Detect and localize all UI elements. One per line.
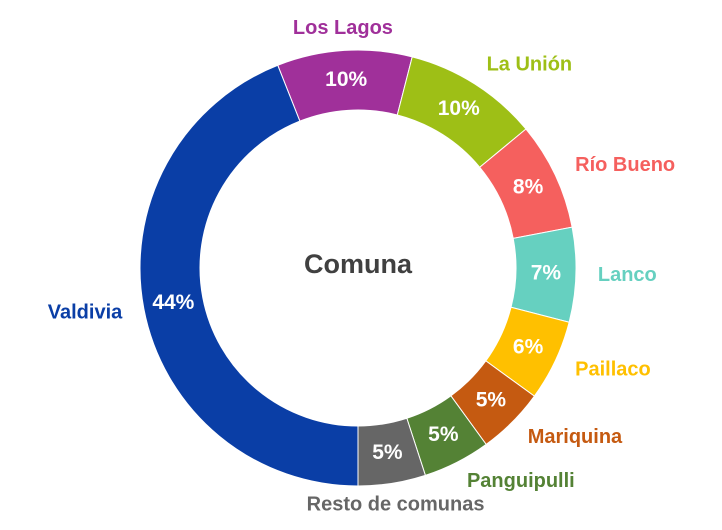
category-label: Lanco bbox=[598, 264, 657, 286]
value-label: 10% bbox=[438, 97, 480, 120]
value-label: 7% bbox=[531, 261, 562, 284]
value-label: 5% bbox=[476, 388, 507, 411]
value-label: 10% bbox=[325, 68, 367, 91]
value-label: 5% bbox=[428, 423, 459, 446]
chart-title: Comuna bbox=[304, 249, 413, 279]
category-label: Resto de comunas bbox=[307, 493, 485, 515]
category-label: Valdivia bbox=[48, 301, 123, 323]
category-label: Paillaco bbox=[575, 358, 651, 380]
category-label: La Unión bbox=[487, 54, 573, 76]
value-label: 44% bbox=[152, 291, 194, 314]
category-label: Mariquina bbox=[528, 426, 623, 448]
value-label: 8% bbox=[513, 176, 544, 199]
category-label: Río Bueno bbox=[575, 154, 675, 176]
value-label: 5% bbox=[372, 441, 403, 464]
category-label: Panguipulli bbox=[467, 470, 575, 492]
category-label: Los Lagos bbox=[293, 17, 393, 39]
value-label: 6% bbox=[513, 336, 544, 359]
donut-segment bbox=[139, 64, 359, 487]
